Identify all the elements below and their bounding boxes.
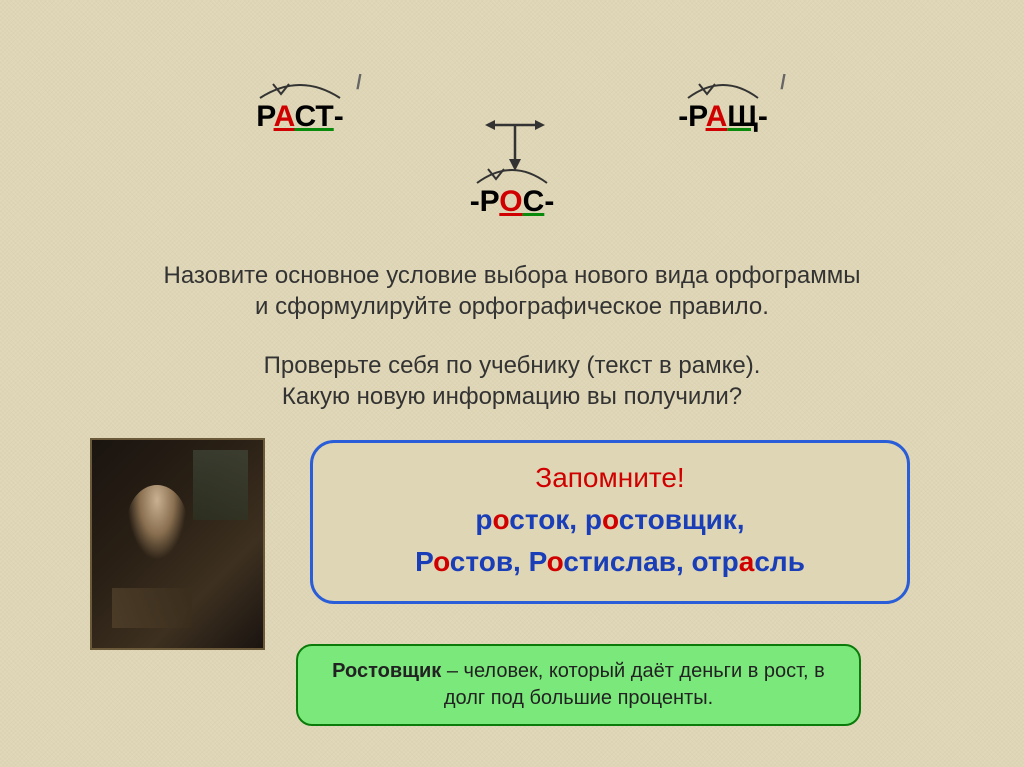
text-line: Какую новую информацию вы получили? <box>0 381 1024 412</box>
root-vowel: А <box>274 100 295 133</box>
remember-line-3: Ростов, Ростислав, отрасль <box>323 541 897 583</box>
root-arc-icon <box>255 78 345 100</box>
painting-detail <box>127 485 187 560</box>
text-line: и сформулируйте орфографическое правило. <box>0 291 1024 322</box>
slash-mark: / <box>780 72 786 95</box>
root-dash: - <box>758 100 768 133</box>
root-word-rashch: -РАЩ- <box>678 100 768 133</box>
painting-detail <box>193 450 248 520</box>
root-rashch: / -РАЩ- <box>678 100 768 134</box>
root-word-ros: -РОС- <box>470 185 555 218</box>
root-prefix: -Р <box>678 100 705 133</box>
definition-term: Ростовщик <box>332 660 441 682</box>
root-suffix: Щ <box>727 100 758 133</box>
instruction-text-1: Назовите основное условие выбора нового … <box>0 260 1024 322</box>
painting-detail <box>112 588 192 628</box>
root-arc-icon <box>683 78 763 100</box>
text-line: Назовите основное условие выбора нового … <box>0 260 1024 291</box>
root-rast: / РАСТ- <box>256 100 344 134</box>
root-ros: -РОС- <box>470 185 555 219</box>
root-word-rast: РАСТ- <box>256 100 344 133</box>
painting-image <box>90 438 265 650</box>
definition-box: Ростовщик – человек, который даёт деньги… <box>296 644 861 726</box>
remember-line-2: росток, ростовщик, <box>323 499 897 541</box>
root-prefix: -Р <box>470 185 500 218</box>
text-line: Проверьте себя по учебнику (текст в рамк… <box>0 350 1024 381</box>
slash-mark: / <box>356 72 362 95</box>
root-vowel: О <box>499 185 522 218</box>
root-dash: - <box>334 100 344 133</box>
root-ros-row: -РОС- <box>0 185 1024 219</box>
root-suffix: СТ <box>294 100 333 133</box>
remember-box: Запомните! росток, ростовщик, Ростов, Ро… <box>310 440 910 604</box>
root-arc-icon <box>472 163 552 185</box>
definition-text: – человек, который даёт деньги в рост, в… <box>441 660 825 709</box>
root-suffix: С <box>523 185 545 218</box>
instruction-text-2: Проверьте себя по учебнику (текст в рамк… <box>0 350 1024 412</box>
root-vowel: А <box>706 100 728 133</box>
root-prefix: Р <box>256 100 273 133</box>
remember-title: Запомните! <box>323 457 897 499</box>
root-dash: - <box>544 185 554 218</box>
